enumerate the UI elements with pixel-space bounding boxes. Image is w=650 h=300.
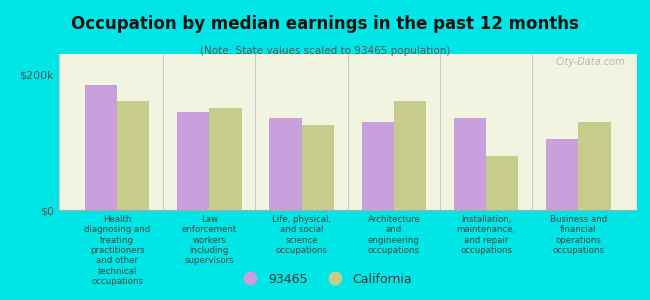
Bar	[302, 125, 334, 210]
Text: City-Data.com: City-Data.com	[556, 57, 625, 67]
Bar	[84, 85, 117, 210]
Bar	[546, 139, 578, 210]
Bar	[578, 122, 611, 210]
Bar	[486, 156, 519, 210]
Bar	[454, 118, 486, 210]
Text: Occupation by median earnings in the past 12 months: Occupation by median earnings in the pas…	[71, 15, 579, 33]
Bar	[361, 122, 394, 210]
Bar	[117, 101, 150, 210]
Text: (Note: State values scaled to 93465 population): (Note: State values scaled to 93465 popu…	[200, 46, 450, 56]
Bar	[177, 112, 209, 210]
Bar	[269, 118, 302, 210]
Bar	[209, 108, 242, 210]
Bar	[394, 101, 426, 210]
Legend: 93465, California: 93465, California	[233, 268, 417, 291]
